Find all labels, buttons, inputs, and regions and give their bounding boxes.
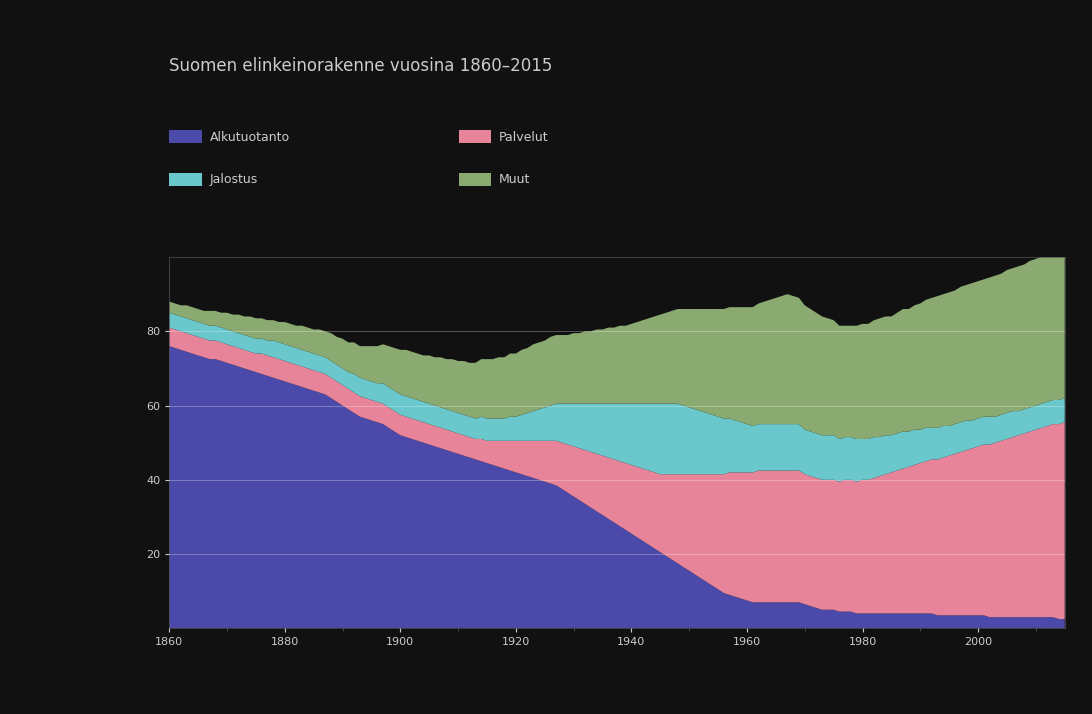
Text: Palvelut: Palvelut	[499, 131, 548, 144]
Text: Suomen elinkeinorakenne vuosina 1860–2015: Suomen elinkeinorakenne vuosina 1860–201…	[169, 57, 553, 76]
Text: Alkutuotanto: Alkutuotanto	[210, 131, 289, 144]
Text: Muut: Muut	[499, 174, 531, 186]
Text: Jalostus: Jalostus	[210, 174, 258, 186]
